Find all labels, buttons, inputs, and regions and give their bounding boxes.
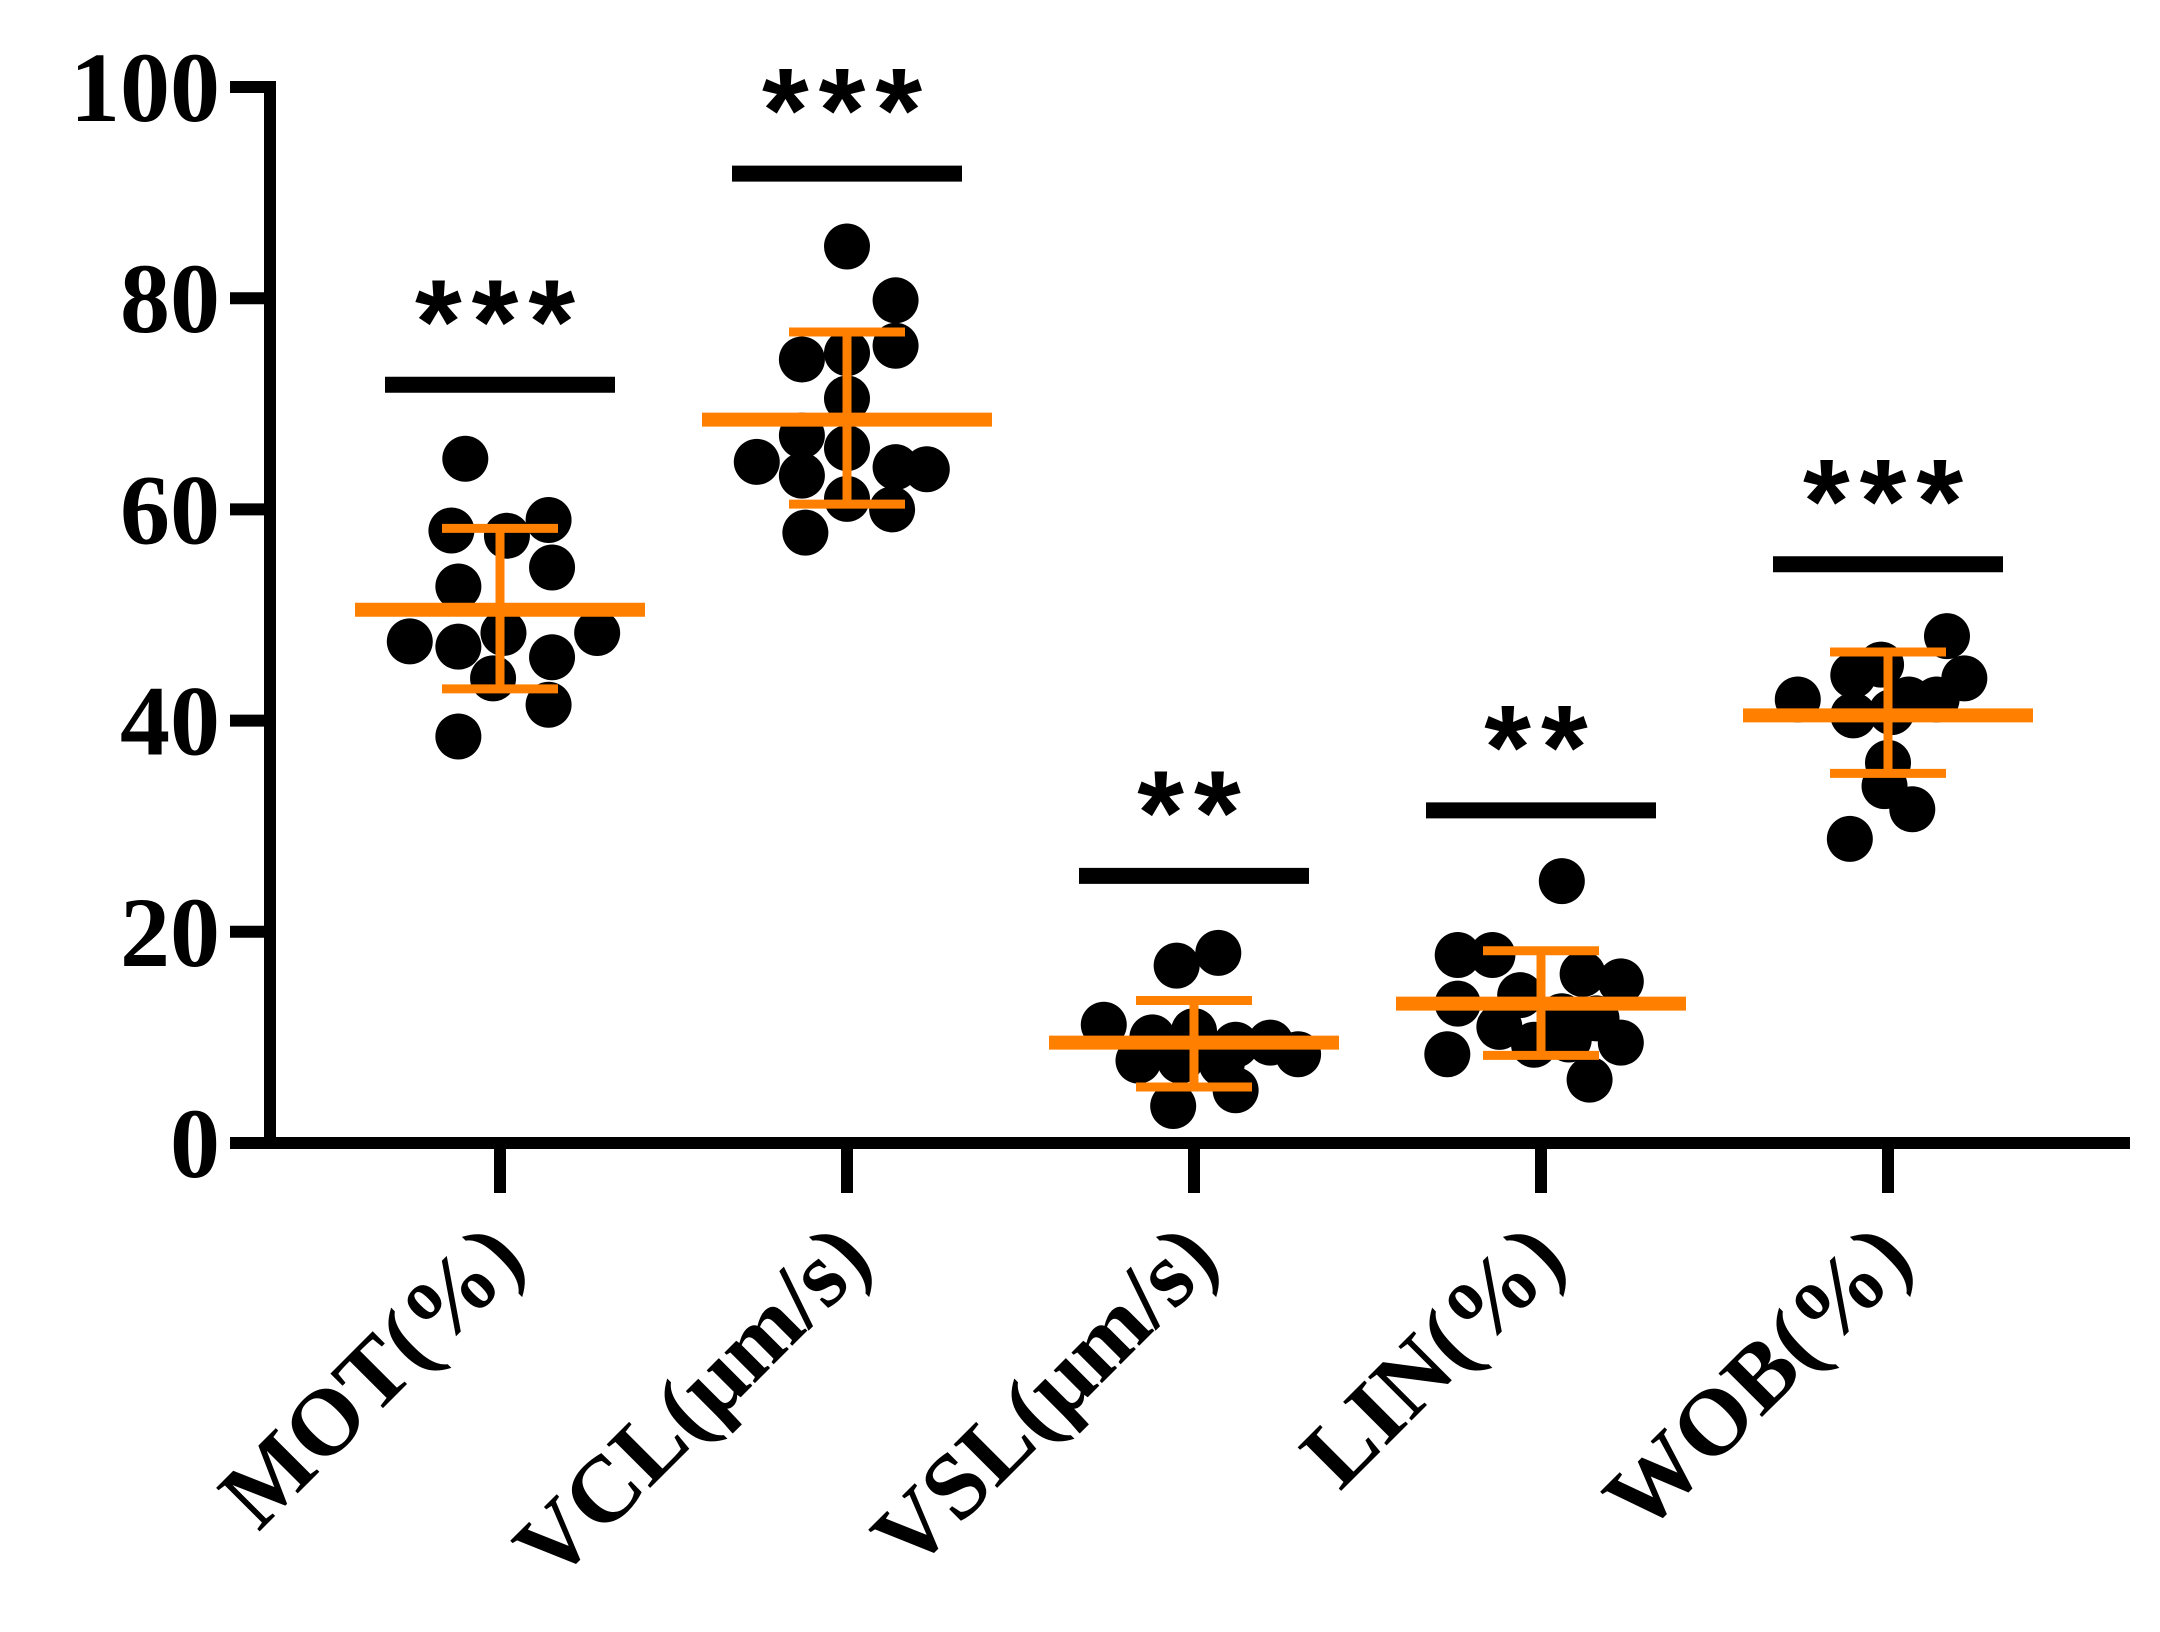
data-point: [1889, 786, 1936, 833]
data-point: [778, 452, 825, 499]
data-point: [1424, 1031, 1471, 1078]
significance-stars: ***: [762, 44, 932, 178]
y-tick-label: 60: [120, 454, 220, 565]
data-point: [824, 223, 870, 270]
x-category-label: VSL(μm/s): [852, 1204, 1237, 1589]
significance-stars: ***: [415, 255, 585, 389]
data-point: [435, 563, 482, 610]
y-tick-label: 80: [120, 243, 220, 354]
y-tick-label: 40: [120, 666, 220, 777]
data-point: [1597, 1019, 1644, 1066]
data-point: [903, 446, 950, 493]
significance-stars: **: [1137, 746, 1250, 880]
data-point: [1150, 1083, 1197, 1130]
data-point: [1559, 951, 1606, 998]
y-tick-label: 0: [170, 1088, 220, 1199]
y-tick-label: 20: [120, 877, 220, 988]
data-point: [872, 277, 919, 324]
data-point: [1566, 1056, 1613, 1103]
data-point: [733, 438, 780, 485]
significance-stars: ***: [1803, 434, 1973, 568]
significance-stars: **: [1484, 680, 1597, 814]
data-point: [470, 655, 517, 702]
data-point: [525, 496, 572, 543]
data-point: [442, 435, 489, 482]
data-point: [1476, 1003, 1523, 1050]
data-point: [386, 618, 433, 665]
data-point: [1597, 958, 1644, 1005]
data-point: [1826, 815, 1873, 862]
data-point: [435, 623, 482, 670]
data-point: [483, 512, 530, 559]
x-category-label: MOT(%): [200, 1204, 543, 1547]
data-point: [778, 336, 825, 383]
data-point: [1195, 929, 1242, 976]
data-point: [1538, 858, 1585, 905]
y-tick-label: 100: [70, 32, 220, 143]
data-point: [1153, 942, 1200, 989]
x-category-label: VCL(μm/s): [494, 1204, 890, 1600]
data-point: [435, 713, 482, 760]
data-point: [529, 634, 576, 681]
data-point: [869, 486, 916, 533]
data-point: [1434, 932, 1481, 979]
data-point: [574, 609, 621, 656]
x-category-label: WOB(%): [1584, 1204, 1931, 1551]
x-category-label: LIN(%): [1281, 1204, 1583, 1506]
data-point: [782, 509, 829, 556]
data-point: [529, 544, 576, 591]
